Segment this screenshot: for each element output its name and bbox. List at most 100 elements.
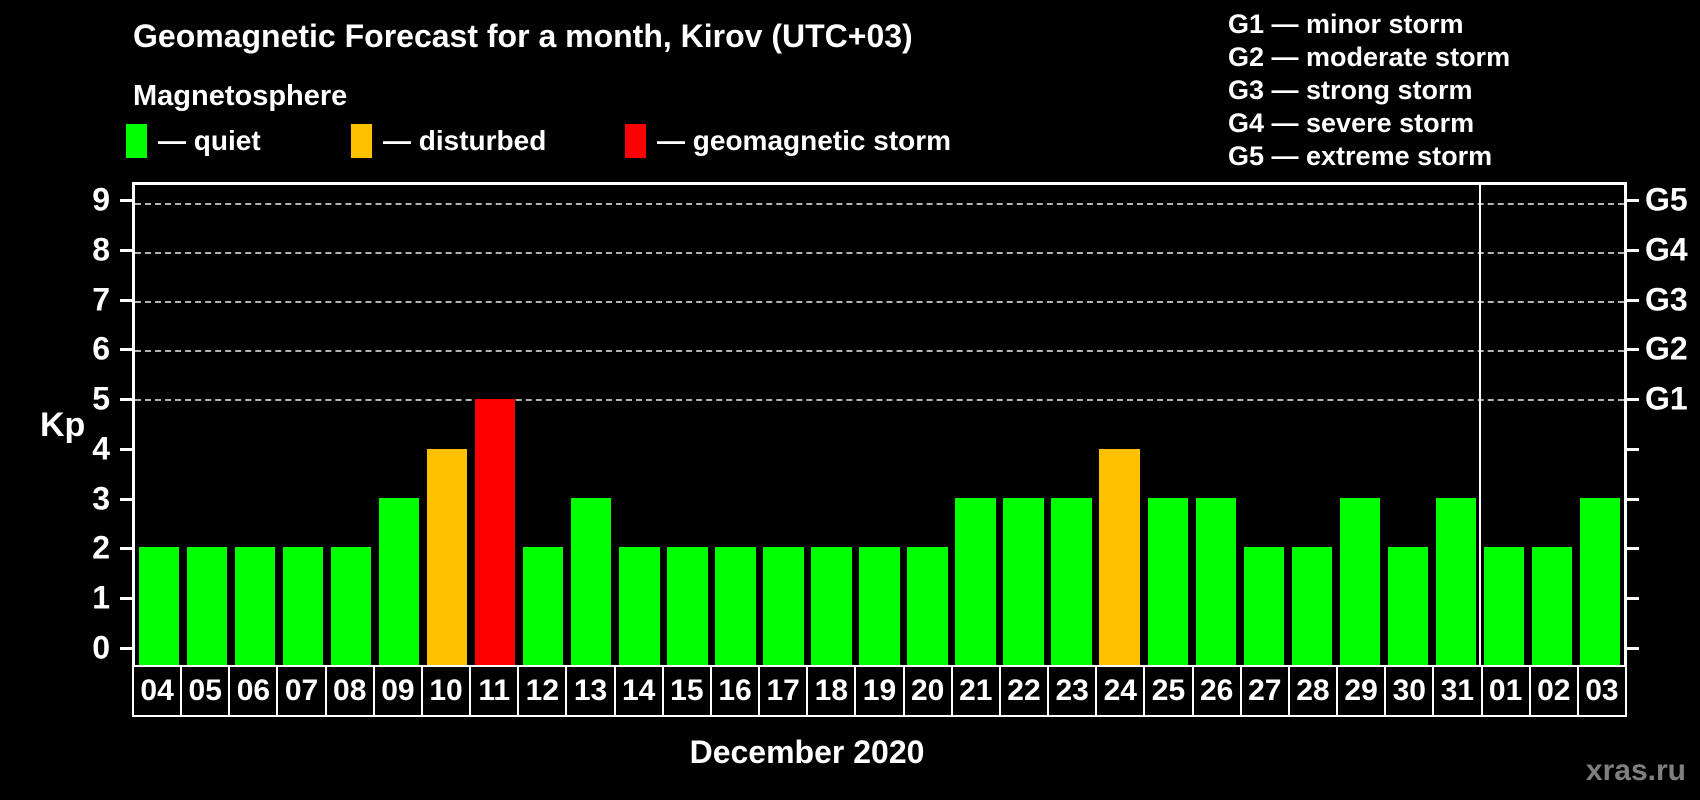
date-cell-23: 23 bbox=[1049, 667, 1096, 715]
date-cell-27: 27 bbox=[1241, 667, 1288, 715]
y-axis-tick-5 bbox=[120, 398, 132, 402]
date-cell-25: 25 bbox=[1145, 667, 1192, 715]
y-axis-tick-8 bbox=[120, 248, 132, 252]
date-cell-02: 02 bbox=[1530, 667, 1577, 715]
date-cell-31: 31 bbox=[1434, 667, 1481, 715]
bar-day-27 bbox=[1243, 546, 1284, 665]
bar-day-03 bbox=[1579, 497, 1621, 665]
bar-day-05 bbox=[186, 546, 228, 665]
bar-day-11 bbox=[475, 399, 516, 665]
right-axis-tick-3 bbox=[1627, 497, 1639, 501]
date-axis-row: 04 05 06 07 08 09 10 11 12 13 14 15 16 17 18 19 20 21 22 23… bbox=[132, 665, 1627, 717]
bar-day-28 bbox=[1291, 546, 1332, 665]
y-tick-label-6: 6 bbox=[92, 330, 110, 367]
right-axis-tick-1 bbox=[1627, 597, 1639, 601]
y-tick-label-5: 5 bbox=[92, 380, 110, 417]
date-cell-14: 14 bbox=[615, 667, 662, 715]
date-cell-11: 11 bbox=[471, 667, 518, 715]
bar-day-25 bbox=[1147, 497, 1188, 665]
legend-label-quiet: — quiet bbox=[158, 125, 261, 156]
bar-day-15 bbox=[667, 546, 708, 665]
bar-day-01 bbox=[1483, 546, 1525, 665]
legend-swatch-disturbed bbox=[351, 124, 372, 158]
y-axis-tick-3 bbox=[120, 497, 132, 501]
g-legend-row-3: G3 — strong storm bbox=[1228, 75, 1473, 105]
date-cell-07: 07 bbox=[278, 667, 325, 715]
bar-day-14 bbox=[619, 546, 660, 665]
date-cell-26: 26 bbox=[1193, 667, 1240, 715]
g-legend-row-1: G1 — minor storm bbox=[1228, 9, 1464, 39]
bar-day-02 bbox=[1531, 546, 1573, 665]
g-axis-label-G4: G4 bbox=[1645, 231, 1688, 268]
right-axis-tick-0 bbox=[1627, 647, 1639, 651]
gridline-kp-9 bbox=[135, 202, 1624, 205]
right-axis-tick-4 bbox=[1627, 447, 1639, 451]
x-axis-title: December 2020 bbox=[689, 734, 925, 770]
date-cell-05: 05 bbox=[182, 667, 229, 715]
legend-label-storm: — geomagnetic storm bbox=[657, 125, 952, 156]
g-axis-label-G2: G2 bbox=[1645, 330, 1688, 367]
y-tick-label-0: 0 bbox=[92, 629, 110, 666]
date-cell-21: 21 bbox=[952, 667, 999, 715]
right-axis-tick-5 bbox=[1627, 398, 1639, 402]
plot-inner bbox=[135, 185, 1624, 665]
date-cell-09: 09 bbox=[374, 667, 421, 715]
bar-day-17 bbox=[763, 546, 804, 665]
right-axis-tick-9 bbox=[1627, 198, 1639, 202]
y-axis-tick-0 bbox=[120, 647, 132, 651]
bar-day-07 bbox=[282, 546, 324, 665]
bar-day-29 bbox=[1339, 497, 1380, 665]
bar-day-16 bbox=[715, 546, 756, 665]
legend-item-quiet: — quiet bbox=[126, 124, 261, 158]
month-separator-line bbox=[1478, 185, 1481, 665]
bar-day-09 bbox=[379, 497, 420, 665]
date-cell-19: 19 bbox=[856, 667, 903, 715]
y-tick-label-3: 3 bbox=[92, 480, 110, 517]
bar-day-08 bbox=[330, 546, 372, 665]
date-cell-03: 03 bbox=[1578, 667, 1625, 715]
bar-day-12 bbox=[523, 546, 564, 665]
chart-title: Geomagnetic Forecast for a month, Kirov … bbox=[133, 18, 913, 54]
date-cell-01: 01 bbox=[1482, 667, 1529, 715]
bar-day-20 bbox=[907, 546, 948, 665]
right-axis-tick-2 bbox=[1627, 547, 1639, 551]
date-cell-18: 18 bbox=[808, 667, 855, 715]
gridline-kp-7 bbox=[135, 301, 1624, 304]
bar-day-23 bbox=[1051, 497, 1092, 665]
y-tick-label-1: 1 bbox=[92, 579, 110, 616]
y-tick-label-4: 4 bbox=[92, 430, 110, 467]
g-axis-label-G1: G1 bbox=[1645, 380, 1688, 417]
bar-day-30 bbox=[1387, 546, 1429, 665]
plot-border bbox=[132, 182, 1627, 668]
y-axis-tick-9 bbox=[120, 198, 132, 202]
y-axis-tick-2 bbox=[120, 547, 132, 551]
right-axis-tick-8 bbox=[1627, 248, 1639, 252]
watermark: xras.ru bbox=[1585, 754, 1686, 787]
bar-day-13 bbox=[571, 497, 612, 665]
date-cell-10: 10 bbox=[422, 667, 470, 715]
g-legend-row-4: G4 — severe storm bbox=[1228, 108, 1475, 138]
bar-day-04 bbox=[138, 546, 180, 665]
date-cell-13: 13 bbox=[567, 667, 614, 715]
gridline-kp-6 bbox=[135, 350, 1624, 353]
date-cell-22: 22 bbox=[1000, 667, 1048, 715]
date-cell-08: 08 bbox=[326, 667, 373, 715]
bar-day-24 bbox=[1099, 448, 1140, 665]
y-tick-label-9: 9 bbox=[92, 181, 110, 218]
legend-swatch-storm bbox=[625, 124, 646, 158]
gridline-kp-5 bbox=[135, 399, 1624, 402]
magnetosphere-legend: — quiet — disturbed — geomagnetic storm bbox=[0, 124, 1700, 158]
y-tick-label-7: 7 bbox=[92, 281, 110, 318]
legend-swatch-quiet bbox=[126, 124, 147, 158]
bar-day-31 bbox=[1435, 497, 1477, 665]
plot-area: 0 1 2 3 4 5 6 7 8 9 G1 G2 G3 G4 G5 bbox=[92, 181, 1688, 668]
y-axis-tick-6 bbox=[120, 348, 132, 352]
bar-day-22 bbox=[1003, 497, 1044, 665]
y-axis-tick-4 bbox=[120, 447, 132, 451]
legend-item-storm: — geomagnetic storm bbox=[625, 124, 951, 158]
gridline-kp-8 bbox=[135, 251, 1624, 254]
bar-day-06 bbox=[234, 546, 276, 665]
right-axis-tick-7 bbox=[1627, 298, 1639, 302]
date-cell-28: 28 bbox=[1289, 667, 1337, 715]
